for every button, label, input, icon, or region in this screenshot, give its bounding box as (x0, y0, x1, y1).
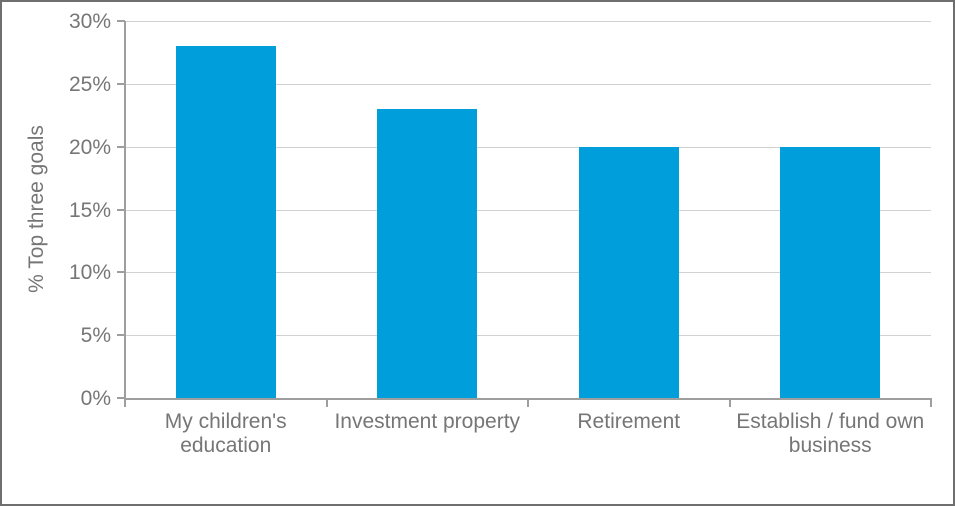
category-label: Investment property (334, 410, 521, 433)
y-axis-line (124, 21, 126, 400)
y-tick-label: 15% (68, 198, 111, 222)
y-tick-label: 0% (80, 387, 111, 410)
x-tick (930, 398, 932, 407)
y-tick-label: 10% (68, 261, 111, 285)
category-label: Establish / fund own business (736, 410, 925, 457)
bar (377, 109, 478, 398)
y-tick-label: 30% (68, 10, 111, 33)
y-tick (117, 271, 125, 274)
y-tick (117, 334, 125, 337)
gridline (125, 272, 931, 274)
bar (780, 146, 881, 398)
gridline (125, 209, 931, 211)
x-tick (124, 398, 126, 407)
gridline (125, 83, 931, 85)
y-tick (117, 20, 125, 22)
y-tick (117, 208, 125, 211)
gridline (125, 21, 931, 22)
y-axis-title: % Top three goals (25, 125, 48, 293)
x-tick (325, 398, 328, 407)
bar (578, 146, 679, 398)
y-tick-label: 25% (68, 72, 111, 96)
y-tick-label: 5% (80, 324, 111, 348)
category-label: Retirement (577, 410, 681, 433)
y-tick (117, 397, 125, 399)
y-tick (117, 145, 125, 148)
gridline (125, 146, 931, 148)
x-tick (728, 398, 731, 407)
x-tick (527, 398, 529, 407)
y-tick (117, 82, 125, 85)
bar (175, 46, 276, 398)
y-tick-label: 20% (68, 135, 111, 159)
category-label: My children's education (164, 410, 287, 457)
gridline (125, 335, 931, 337)
